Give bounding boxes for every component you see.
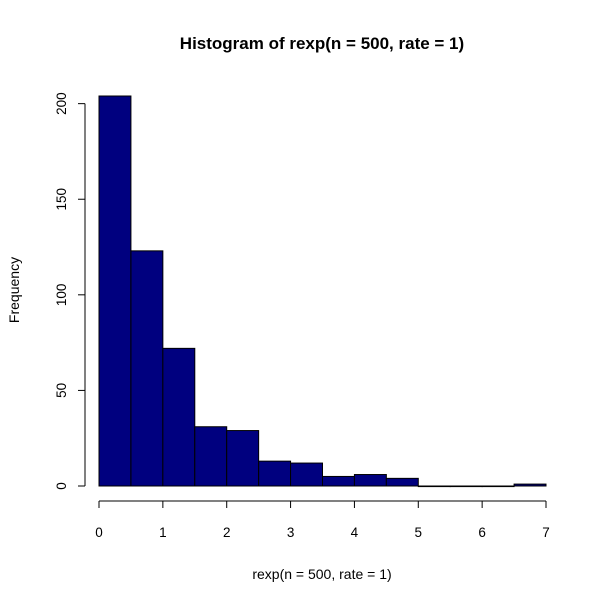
x-axis: 0 1 2 3 4 5 6 7 (95, 500, 550, 540)
y-tick-label: 100 (54, 284, 69, 307)
chart-title: Histogram of rexp(n = 500, rate = 1) (180, 34, 464, 53)
y-tick-label: 0 (54, 482, 69, 490)
x-tick-label: 7 (542, 525, 550, 540)
histogram-bar (322, 475, 355, 487)
histogram-bar (98, 95, 132, 487)
histogram-bar (130, 250, 164, 487)
histogram-bar (513, 483, 547, 487)
x-tick-label: 0 (95, 525, 103, 540)
x-tick-label: 1 (159, 525, 167, 540)
x-tick-label: 4 (351, 525, 359, 540)
y-axis-label: Frequency (6, 257, 22, 323)
y-axis: 0 50 100 150 200 (54, 92, 86, 490)
bars-group (98, 95, 547, 488)
x-tick-label: 3 (287, 525, 295, 540)
histogram-bar (290, 462, 324, 487)
histogram-bar (258, 460, 292, 487)
y-tick-label: 200 (54, 92, 69, 115)
histogram-bar (385, 477, 419, 487)
histogram-bar (194, 426, 228, 487)
x-axis-label: rexp(n = 500, rate = 1) (252, 566, 391, 582)
histogram-bar (226, 430, 260, 487)
x-tick-label: 6 (478, 525, 486, 540)
histogram-bar (162, 347, 196, 487)
histogram-bar (417, 485, 451, 488)
histogram-bar (449, 485, 483, 488)
x-tick-label: 2 (223, 525, 231, 540)
x-tick-label: 5 (415, 525, 423, 540)
histogram-bar (353, 474, 387, 487)
histogram-bar (481, 485, 515, 488)
y-tick-label: 150 (54, 188, 69, 211)
y-tick-label: 50 (54, 383, 69, 398)
